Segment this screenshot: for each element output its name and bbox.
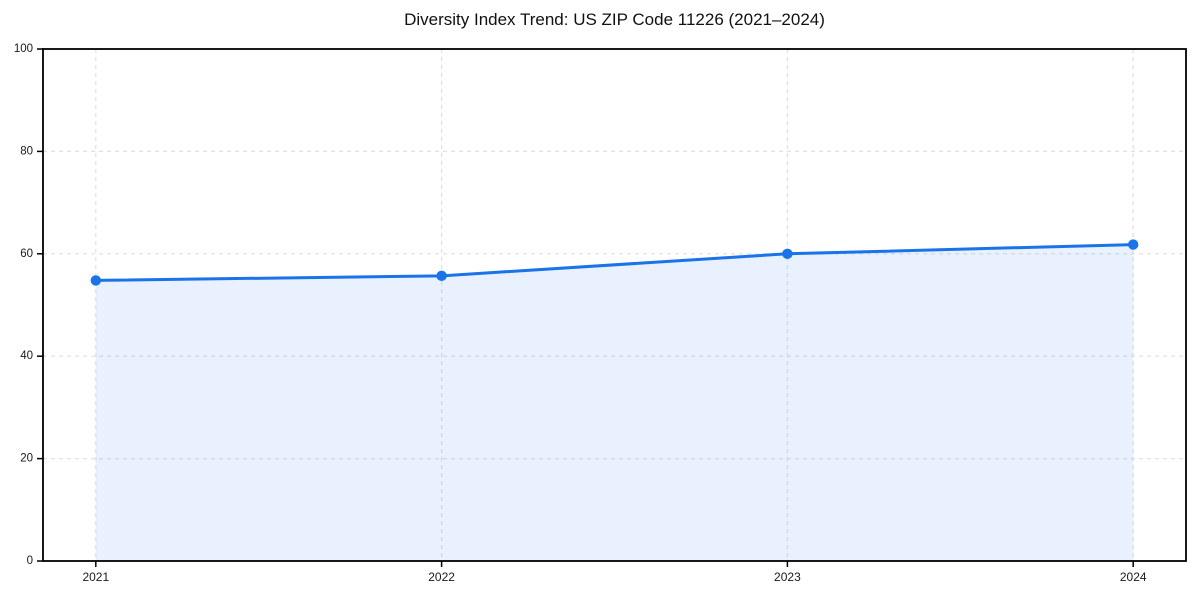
x-tick-label: 2022 <box>428 570 455 584</box>
plot-box <box>42 48 1187 562</box>
data-point-2022 <box>436 270 447 282</box>
y-tick-label: 20 <box>20 453 33 465</box>
trend-line <box>94 243 1135 282</box>
area-fill <box>95 244 1134 562</box>
y-tick-label: 60 <box>20 248 33 260</box>
x-tick-label: 2021 <box>82 570 109 584</box>
data-point-2023 <box>782 248 793 259</box>
x-tick-label: 2024 <box>1120 570 1147 584</box>
y-tick-label: 40 <box>20 350 33 362</box>
data-point-2021 <box>90 275 102 286</box>
x-tick-label: 2023 <box>774 570 801 584</box>
y-tick-label: 80 <box>20 145 33 157</box>
y-tick-label: 0 <box>27 555 33 567</box>
data-point-2024 <box>1128 239 1139 250</box>
y-tick-label: 100 <box>14 43 33 55</box>
chart-title: Diversity Index Trend: US ZIP Code 11226… <box>404 10 825 29</box>
